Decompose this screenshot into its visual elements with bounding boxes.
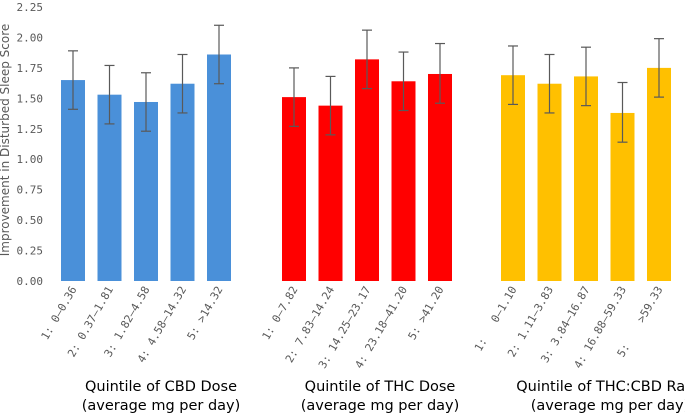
category-label: 5: >14.32 [185,284,226,342]
error-bar [435,42,445,104]
error-bar [177,53,188,114]
bar [97,94,122,282]
bar [537,83,562,281]
error-bar [68,50,78,110]
y-tick-label: 2.25 [17,1,44,14]
error-bar [362,29,372,90]
y-tick-label: 0.25 [17,245,44,258]
error-bar [214,24,224,85]
category-label: 1: 0–0.36 [39,284,80,342]
y-tick-label: 1.75 [17,62,44,75]
group-title: Quintile of CBD Dose [85,379,237,395]
bar [647,67,671,281]
y-tick-label: 1.00 [17,153,44,166]
group-subtitle: (average mg per day) [531,398,685,414]
error-bar [141,72,151,132]
error-bar [398,51,409,112]
bar [428,73,452,281]
bar [282,97,306,281]
y-tick-label: 0.50 [17,214,44,227]
bar [391,81,416,281]
y-tick-label: 0.00 [17,275,44,288]
bar [355,59,379,282]
category-label: 1: 0–7.82 [260,284,301,342]
error-bar [654,38,664,98]
category-labels: 1: 0–0.362: 0.37–1.813: 1.82–4.584: 4.58… [39,284,666,371]
y-axis-title: Improvement in Disturbed Sleep Score [0,24,12,257]
bar [501,75,525,281]
y-tick-label: 1.50 [17,92,44,105]
error-bar [325,75,336,136]
y-tick-label: 0.75 [17,184,44,197]
error-bar [104,64,115,125]
category-label: 5: >41.20 [406,284,447,342]
group-subtitle: (average mg per day) [301,398,460,414]
bar [207,54,231,281]
bar [574,76,598,281]
error-bar [617,81,628,143]
y-axis: 0.00 0.25 0.50 0.75 1.00 1.25 1.50 1.75 2.00 2.25 [17,1,44,288]
bar [134,101,158,281]
error-bar [508,45,518,106]
bar [170,83,195,281]
error-bar [581,46,591,107]
error-bar [289,67,299,127]
group-title: Quintile of THC Dose [305,379,456,395]
y-tick-label: 1.25 [17,123,44,136]
error-bars [68,24,664,143]
y-tick-label: 2.00 [17,31,44,44]
bars [61,54,671,282]
bar [61,80,85,281]
group-title: Quintile of THC:CBD Ratio [516,379,685,395]
group-titles: Quintile of CBD Dose (average mg per day)… [82,379,685,414]
error-bar [544,53,555,114]
group-subtitle: (average mg per day) [82,398,241,414]
